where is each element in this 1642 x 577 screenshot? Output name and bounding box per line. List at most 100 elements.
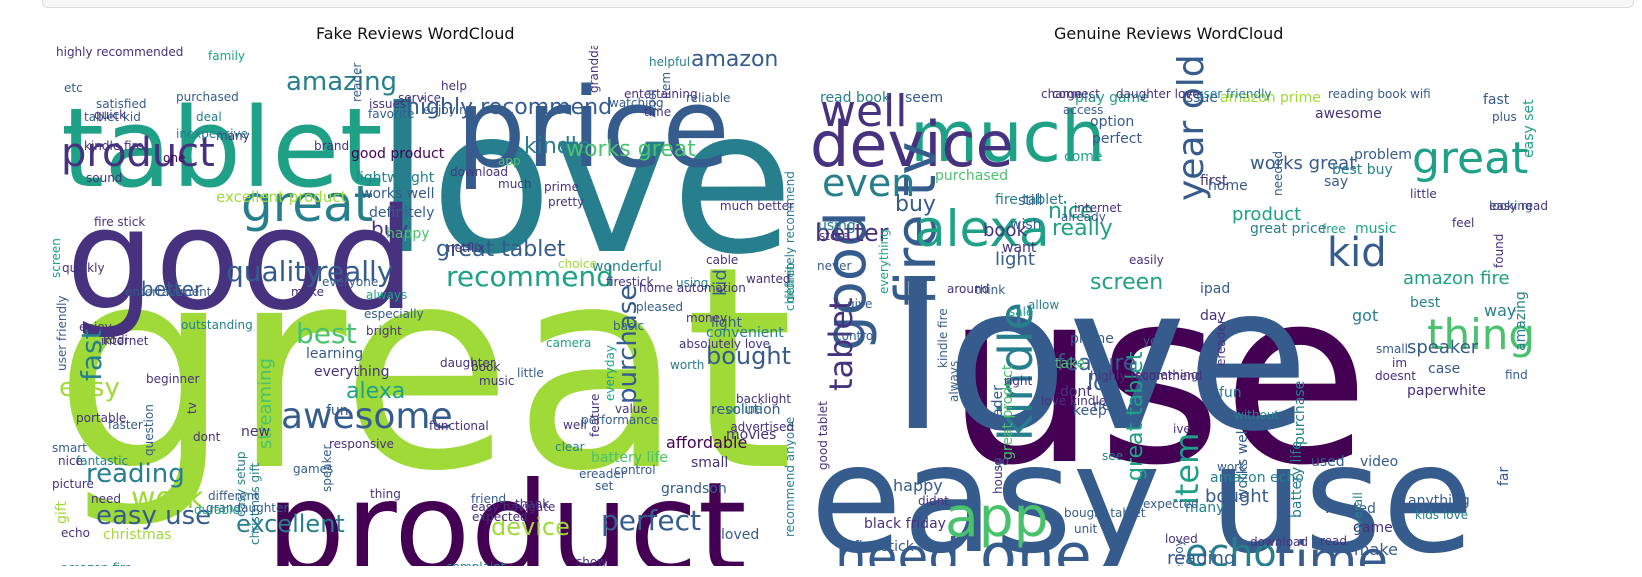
word-set: set [595,479,614,493]
word-download: download [1250,535,1308,549]
word-easy-setup: easy setup [234,452,248,517]
word-smart: smart [52,441,87,455]
word-make: make [291,285,324,299]
word-perfect: perfect [601,504,701,537]
word-home-automation: home automation [639,281,746,295]
word-easy-use: easy use [96,501,211,531]
word-amazon-fire: amazon fire [61,561,132,566]
word-expected: expected [1143,497,1199,511]
word-problem: problem [1354,147,1412,163]
word-recommend-anyone: recommend anyone [783,417,796,537]
word-one: one [163,151,185,165]
word-ereader: ereader [579,467,626,481]
word-needed: needed [1271,151,1285,196]
word-thank: thank [515,497,549,511]
word-item: item [1168,433,1206,505]
word-light: light [711,315,743,331]
word-awesome: awesome [1315,106,1382,122]
word-find: find [1505,368,1528,382]
word-book: book [471,360,500,374]
word-really: really [316,255,393,288]
word-sale: sale [1009,305,1033,319]
word-issue: issue [1182,90,1218,106]
word-take: take [1055,356,1085,372]
word-connect: connect [1052,87,1100,101]
word-purchase: purchase [613,285,643,404]
word-time: time [644,105,671,119]
word-excellent: excellent [236,510,345,538]
word-bought: bought [1205,486,1269,507]
word-outstanding: outstanding [181,318,253,332]
word-music: music [1355,221,1396,237]
word-prime: prime [544,180,579,194]
word-reading: reading [86,459,185,489]
word-far: far [1496,466,1512,486]
word-work: work [1217,460,1246,474]
word-everything: everything [314,364,390,380]
word-tablet: tablet [61,84,383,212]
word-lot: lot [1087,371,1116,396]
word-value: value [615,402,648,416]
word-firestick: firestick [606,275,654,289]
word-think: think [975,283,1005,297]
word-found: found [1492,234,1506,268]
word-cable: cable [706,253,738,267]
word-affordable: affordable [666,433,747,452]
word-nice: nice [1048,199,1094,224]
word-basic: basic [613,319,644,333]
word-absolutely-love: absolutely love [679,337,770,351]
word-alexa: alexa [915,200,1050,258]
word-wanted: wanted [746,272,790,286]
word-great-tablet: great tablet [436,237,566,262]
word-im: im [1392,356,1407,370]
word-day: day [1200,308,1226,324]
word-need: need [835,528,960,566]
word-looking: looking [1489,199,1533,213]
word-pleased: pleased [636,300,683,314]
word-advertised: advertised [730,420,794,434]
word-device: device [810,108,1014,181]
word-good: good [66,179,415,342]
word-money: money [686,311,727,325]
word-speaker: speaker [1407,337,1479,358]
word-small: small [691,455,728,471]
word-definitely: definitely [369,205,434,221]
word-good-product: good product [351,146,445,162]
word-give: give [847,297,872,311]
word-kindle: kindle [989,302,1043,441]
word-thing: thing [370,487,401,501]
word-work: work [131,481,204,516]
word-already: already [1061,210,1106,224]
word-portable: portable [76,411,126,425]
word-game: game [1353,520,1393,536]
word-best: best [296,317,357,350]
word-great: great [54,207,794,533]
word-movies: movies [726,427,776,443]
word-kid: kid [710,269,731,296]
word-complaint: complaint [446,560,506,566]
word-responsive: responsive [329,437,394,451]
word-one: one [980,521,1092,566]
word-wifi: wifi [1410,87,1431,101]
word-still: still [1018,193,1042,209]
genuine-cloud-title: Genuine Reviews WordCloud [1054,24,1284,43]
word-quickly: quickly [62,261,105,275]
word-charge: charge [1041,87,1082,101]
word-wanted: wanted [1324,501,1376,517]
word-sound: sound [86,171,122,185]
word-question: question [142,404,156,456]
word-always: always [366,288,407,302]
word-tv: tv [185,402,199,414]
word-clear: clear [555,440,585,454]
word-games: games [293,462,333,476]
word-never: never [817,259,851,273]
word-purchased: purchased [176,90,239,104]
word-great: great [241,175,373,233]
word-allow: allow [1028,298,1059,312]
word-watching: watching [609,96,664,110]
word-go: go [994,454,1009,468]
word-online: online [726,402,763,416]
word-camera: camera [546,336,591,350]
word-easy-navigate: easy navigate [471,500,555,514]
word-fire-stick: fire stick [94,215,145,229]
